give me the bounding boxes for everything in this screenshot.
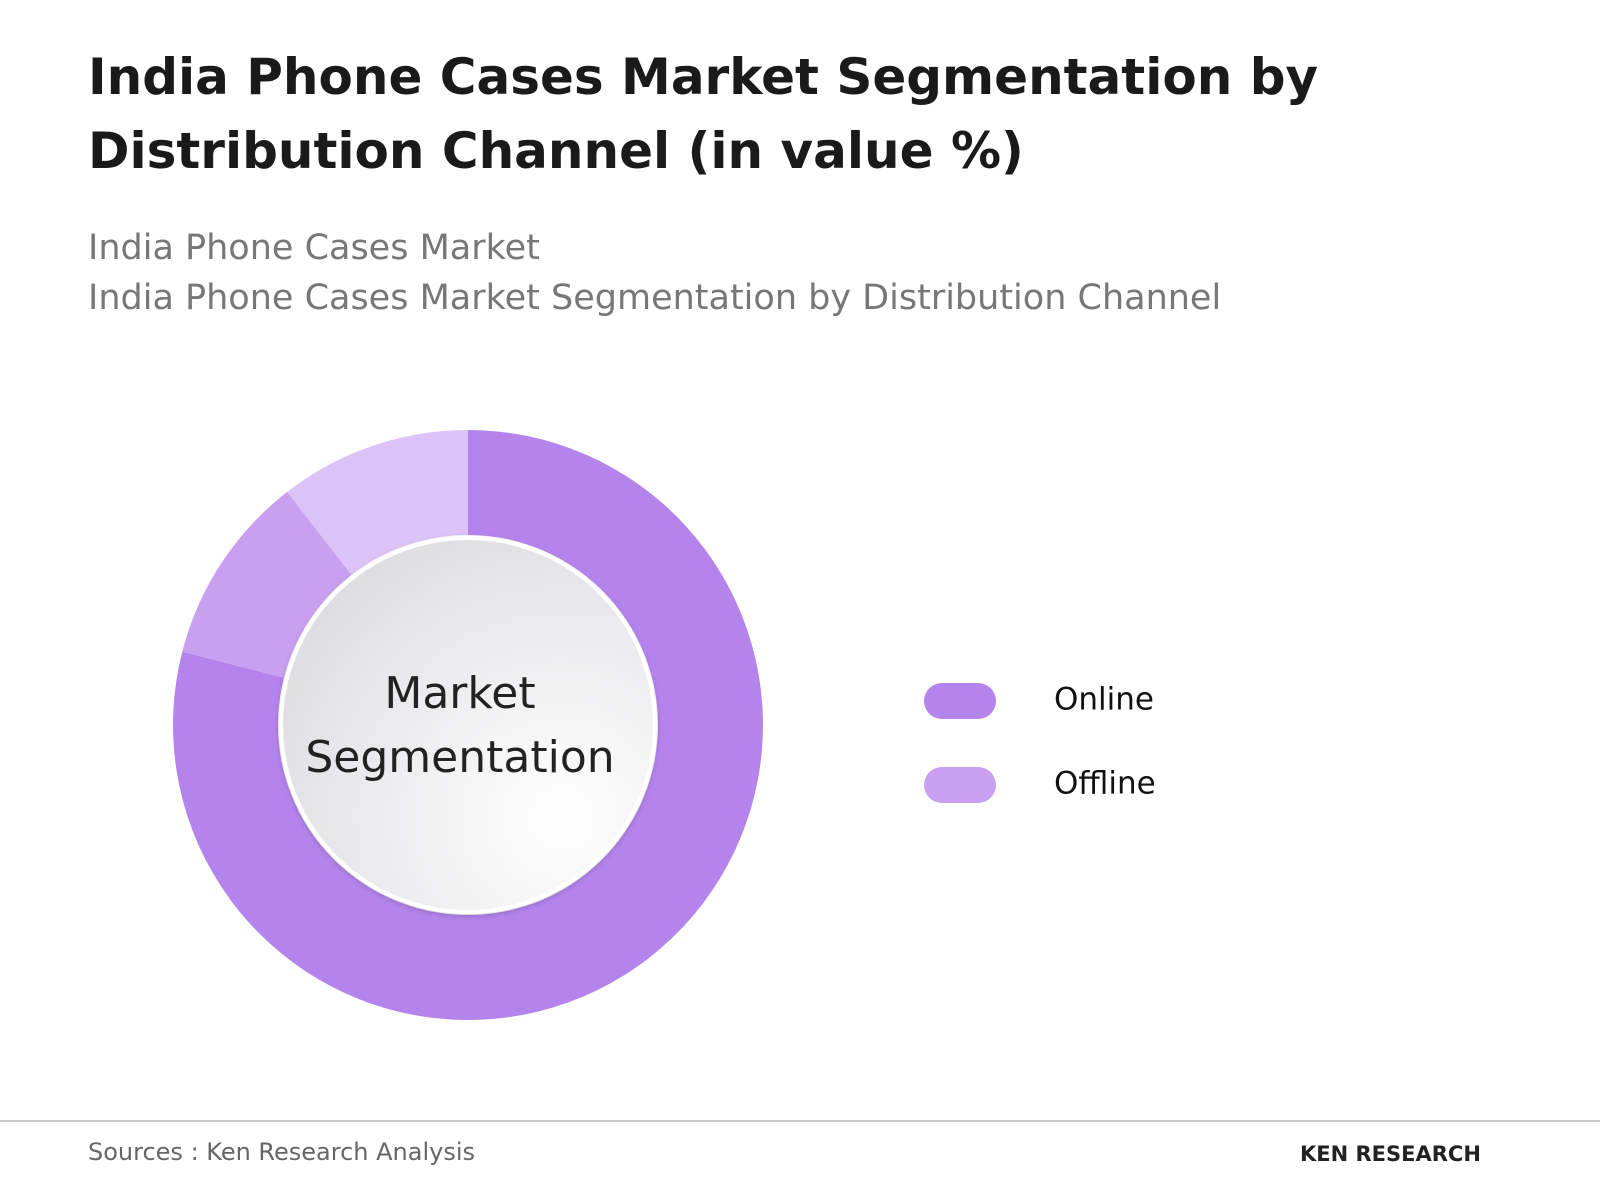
subtitle: India Phone Cases Market [88,228,540,268]
legend-swatch [924,683,996,719]
legend-label: Offline [1054,766,1156,802]
logo: KEN RESEARCH [1300,1142,1481,1166]
chart-title: India Phone Cases Market Segmentation by… [88,48,1319,180]
chart: Online Offline [173,430,1156,1020]
donut-slice [287,430,468,575]
center-label: Market Segmentation [305,668,615,783]
donut-slice [173,430,763,1020]
legend-swatch [924,767,996,803]
divider [0,1120,1600,1122]
donut-slice [182,491,352,678]
donut-center [279,536,657,914]
legend-label: Online [1054,682,1154,718]
subtitle: India Phone Cases Market Segmentation by… [88,278,1222,318]
source: Sources : Ken Research Analysis [88,1138,476,1166]
